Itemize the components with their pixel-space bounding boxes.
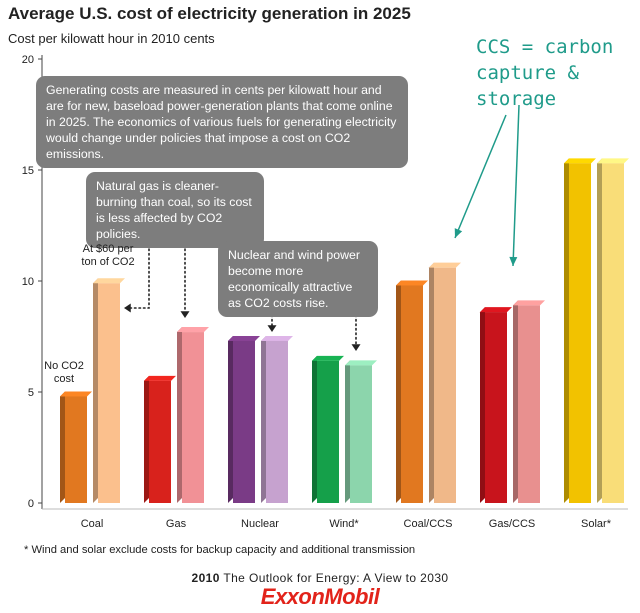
bar-side — [345, 360, 350, 503]
y-tick-label: 20 — [22, 54, 34, 66]
x-tick-label: Solar* — [581, 518, 612, 530]
bar-side — [513, 300, 518, 503]
ccs-arrow-gas-head — [509, 256, 518, 266]
no-co2-cost-label: No CO2 cost — [44, 360, 84, 385]
y-tick-label: 0 — [28, 498, 34, 510]
bar-top — [177, 327, 209, 333]
wind-arrowhead — [351, 344, 361, 351]
bar-top — [396, 280, 428, 286]
x-tick-label: Coal — [81, 518, 104, 530]
footnote: * Wind and solar exclude costs for backu… — [24, 544, 416, 556]
x-tick-label: Gas/CCS — [489, 518, 535, 530]
bar — [518, 305, 540, 503]
bar-top — [60, 391, 92, 397]
x-tick-label: Gas — [166, 518, 187, 530]
bar-top — [93, 278, 125, 284]
outlook-caption: 2010 The Outlook for Energy: A View to 2… — [0, 571, 640, 585]
bar-side — [93, 278, 98, 503]
bar-side — [312, 355, 317, 503]
nuclear-wind-callout: Nuclear and wind power become more econo… — [218, 241, 378, 317]
bar-side — [429, 262, 434, 503]
bar-side — [144, 375, 149, 503]
ccs-arrow-coal-head — [454, 228, 463, 238]
gas-callout: Natural gas is cleaner-burning than coal… — [86, 172, 264, 248]
bar-top — [564, 158, 596, 164]
ccs-arrow-gas — [512, 104, 520, 267]
outlook-year: 2010 — [191, 571, 220, 585]
bar-top — [597, 158, 629, 164]
x-tick-label: Nuclear — [241, 518, 279, 530]
bar-top — [144, 375, 176, 381]
coal-arrowhead — [124, 303, 131, 313]
y-tick-label: 5 — [28, 387, 34, 399]
y-tick-label: 10 — [22, 276, 34, 288]
bar-top — [261, 335, 293, 341]
bar — [182, 332, 204, 503]
outlook-text: The Outlook for Energy: A View to 2030 — [223, 571, 449, 585]
chart-title: Average U.S. cost of electricity generat… — [8, 4, 411, 23]
bar — [401, 285, 423, 503]
bar — [233, 340, 255, 503]
gas-arrowhead — [180, 311, 190, 318]
bar-side — [396, 280, 401, 503]
bar-top — [480, 307, 512, 313]
bar-top — [345, 360, 377, 366]
nuclear-arrowhead — [267, 325, 277, 332]
y-tick-label: 15 — [22, 165, 34, 177]
bar — [65, 396, 87, 503]
at-60-per-ton-label: At $60 per ton of CO2 — [81, 243, 135, 268]
bar-top — [312, 355, 344, 361]
bar-side — [228, 335, 233, 503]
ccs-arrow-coal — [454, 114, 507, 239]
x-tick-label: Coal/CCS — [404, 518, 453, 530]
x-tick-label: Wind* — [329, 518, 359, 530]
bar — [350, 365, 372, 503]
bar — [434, 267, 456, 503]
ccs-note: CCS = carbon capture & storage — [476, 36, 614, 110]
bar-side — [597, 158, 602, 503]
bar — [317, 360, 339, 503]
bar — [266, 340, 288, 503]
bar-side — [480, 307, 485, 503]
main-callout: Generating costs are measured in cents p… — [36, 76, 408, 168]
bar-side — [261, 335, 266, 503]
exxonmobil-logo: ExxonMobil — [260, 584, 380, 609]
bar — [485, 312, 507, 503]
bar-top — [228, 335, 260, 341]
bar — [569, 163, 591, 503]
y-axis-label: Cost per kilowatt hour in 2010 cents — [8, 31, 215, 46]
bar-side — [60, 391, 65, 503]
bar-side — [564, 158, 569, 503]
bar-top — [513, 300, 545, 306]
bar-top — [429, 262, 461, 268]
coal-arrow — [129, 221, 150, 309]
bar — [149, 380, 171, 503]
bar — [602, 163, 624, 503]
bar — [98, 283, 120, 503]
bar-side — [177, 327, 182, 503]
